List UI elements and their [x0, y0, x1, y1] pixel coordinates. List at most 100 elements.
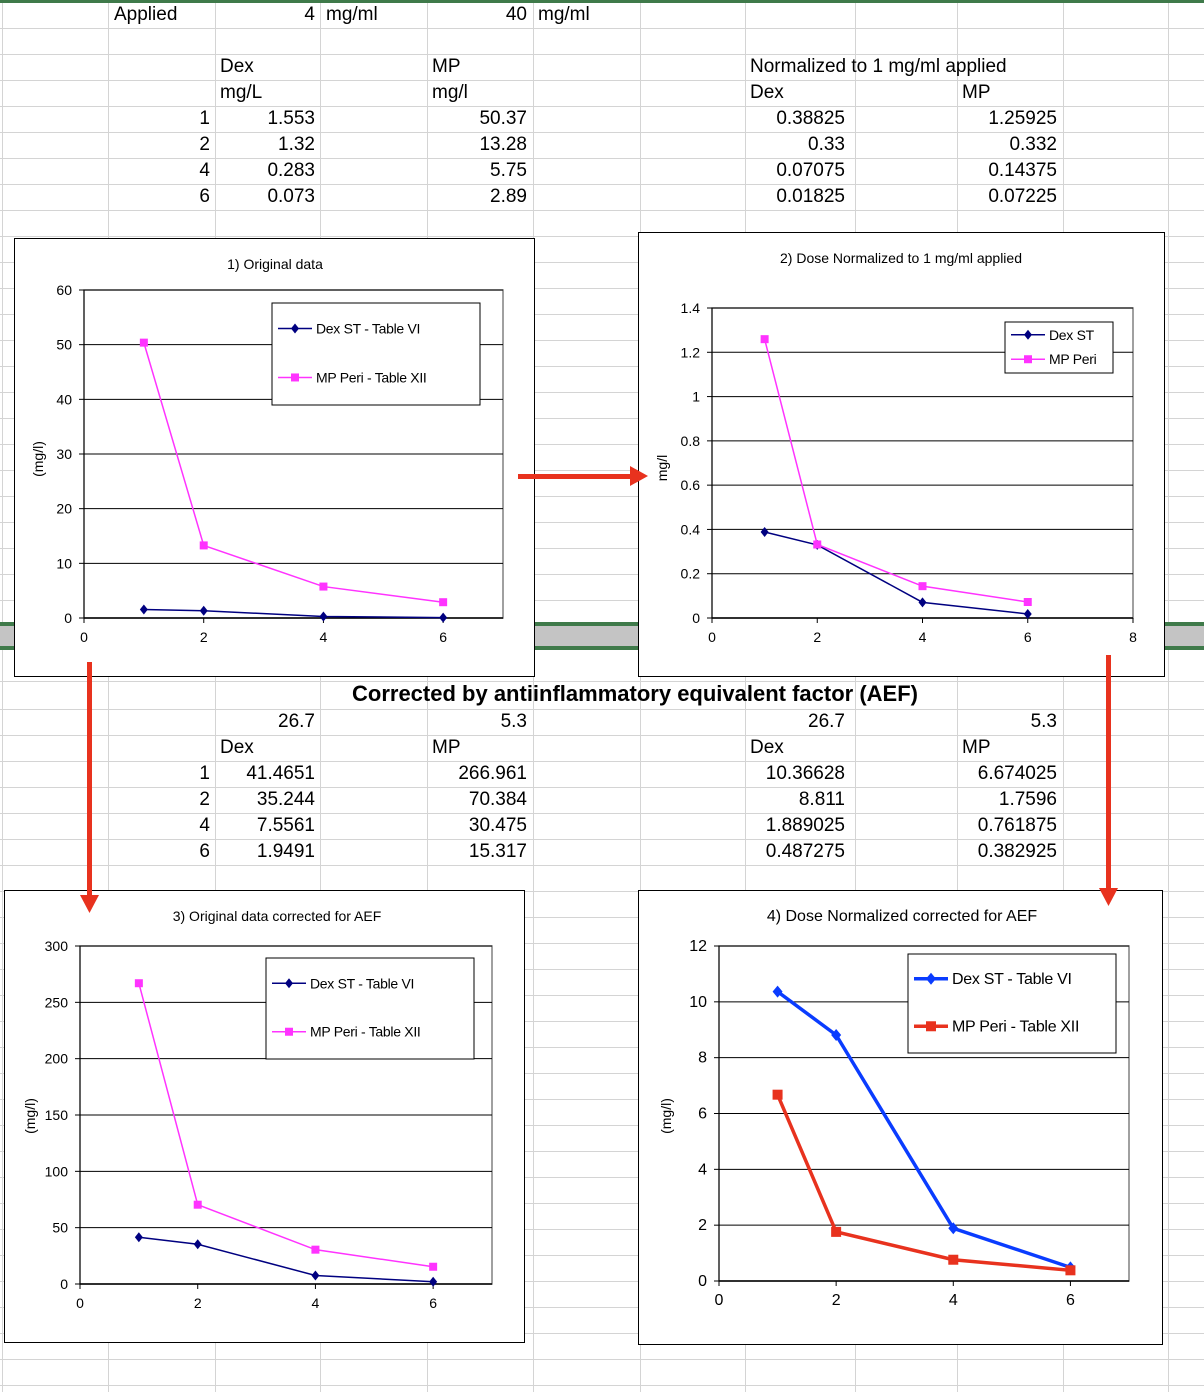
cell-aef-nmp[interactable]: 6.674025 [977, 763, 1057, 784]
cell-aef-nmp[interactable]: 1.7596 [998, 789, 1057, 810]
cell-aef-dex[interactable]: 35.244 [256, 789, 315, 810]
chart-title: 1) Original data [227, 256, 323, 272]
aef-norm-mp-header[interactable]: MP [962, 737, 991, 758]
mp-applied-unit[interactable]: mg/ml [538, 4, 590, 25]
dex-unit[interactable]: mg/L [220, 82, 263, 103]
mp-aef-factor[interactable]: 5.3 [500, 711, 527, 732]
cell-t[interactable]: 2 [199, 134, 210, 155]
applied-label[interactable]: Applied [114, 4, 178, 25]
series-line-1[interactable] [775, 1093, 1071, 1273]
cell-ndex[interactable]: 0.07075 [776, 160, 845, 181]
cell-ndex[interactable]: 0.01825 [776, 186, 845, 207]
cell-aef-mp[interactable]: 266.961 [458, 763, 527, 784]
norm-dex-header[interactable]: Dex [750, 82, 784, 103]
chart-svg: 0 2 4 6 8 10 12 0 2 4 6 4) Dose Normalized correcte… [658, 908, 1130, 1309]
x-tick-label: 2 [813, 629, 821, 645]
legend-marker-icon [291, 323, 299, 334]
cell-aef-ndex[interactable]: 1.889025 [765, 815, 845, 836]
legend[interactable] [271, 302, 481, 406]
legend-label: MP Peri - Table XII [316, 369, 427, 385]
mp-unit[interactable]: mg/l [432, 82, 468, 103]
cell-aef-t[interactable]: 4 [199, 815, 210, 836]
cell-t[interactable]: 4 [199, 160, 210, 181]
cell-nmp[interactable]: 0.07225 [988, 186, 1057, 207]
cell-aef-dex[interactable]: 41.4651 [246, 763, 315, 784]
legend-marker-icon [1024, 355, 1032, 364]
series-line-1[interactable] [763, 338, 1028, 603]
chart-title: 3) Original data corrected for AEF [173, 908, 382, 924]
mp-header[interactable]: MP [432, 56, 461, 77]
cell-t[interactable]: 6 [199, 186, 210, 207]
cell-dex[interactable]: 1.32 [278, 134, 315, 155]
cell-ndex[interactable]: 0.33 [808, 134, 845, 155]
cell-dex[interactable]: 0.283 [267, 160, 315, 181]
dex-applied-value[interactable]: 4 [304, 4, 315, 25]
series-line-0[interactable] [776, 990, 1071, 1270]
legend[interactable] [265, 957, 475, 1060]
arrow-down-left-head-icon [80, 895, 99, 913]
column-gridline [855, 0, 856, 1392]
cell-mp[interactable]: 5.75 [490, 160, 527, 181]
cell-ndex[interactable]: 0.38825 [776, 108, 845, 129]
cell-dex[interactable]: 0.073 [267, 186, 315, 207]
series-line-1[interactable] [138, 983, 434, 1268]
row-gridline [0, 522, 1204, 523]
cell-t[interactable]: 1 [199, 108, 210, 129]
dex-applied-unit[interactable]: mg/ml [326, 4, 378, 25]
norm-mp-header[interactable]: MP [962, 82, 991, 103]
cell-aef-dex[interactable]: 7.5561 [256, 815, 315, 836]
cell-mp[interactable]: 50.37 [479, 108, 527, 129]
cell-nmp[interactable]: 0.14375 [988, 160, 1057, 181]
arrow-down-right-head-icon [1099, 888, 1118, 906]
normalized-header[interactable]: Normalized to 1 mg/ml applied [750, 56, 1007, 77]
cell-dex[interactable]: 1.553 [267, 108, 315, 129]
x-tick-label: 2 [194, 1295, 202, 1311]
column-gridline [957, 0, 958, 1392]
chart-original-aef[interactable]: 0 50 100 150 200 250 300 0 2 4 6 3) Original data c… [4, 890, 525, 1343]
cell-aef-mp[interactable]: 15.317 [468, 841, 527, 862]
y-tick-label: 250 [45, 994, 69, 1010]
aef-section-title[interactable]: Corrected by antiinflammatory equivalent… [352, 681, 918, 706]
cell-aef-t[interactable]: 2 [199, 789, 210, 810]
aef-norm-dex-header[interactable]: Dex [750, 737, 784, 758]
cell-mp[interactable]: 13.28 [479, 134, 527, 155]
series-line-0[interactable] [138, 1236, 434, 1283]
cell-nmp[interactable]: 1.25925 [988, 108, 1057, 129]
data-point [760, 335, 769, 344]
norm-dex-aef-factor[interactable]: 26.7 [808, 711, 845, 732]
legend[interactable] [1004, 321, 1114, 374]
cell-aef-t[interactable]: 6 [199, 841, 210, 862]
series-line-0[interactable] [764, 531, 1028, 615]
cell-aef-ndex[interactable]: 0.487275 [765, 841, 845, 862]
series-line-1[interactable] [143, 342, 444, 603]
cell-aef-ndex[interactable]: 8.811 [798, 789, 845, 810]
series-line-0[interactable] [143, 608, 444, 619]
legend[interactable] [907, 953, 1117, 1054]
dex-header[interactable]: Dex [220, 56, 254, 77]
y-tick-label: 300 [45, 938, 69, 954]
cell-mp[interactable]: 2.89 [490, 186, 527, 207]
chart-dose-normalized[interactable]: 0 0.2 0.4 0.6 0.8 1 1.2 1.4 0 2 4 6 8 2) Dose Normali… [638, 232, 1165, 677]
y-tick-label: 0.8 [681, 433, 701, 449]
row-gridline [0, 28, 1204, 29]
chart-original-data[interactable]: 0 10 20 30 40 50 60 0 2 4 6 1) Original data (mg/l) D… [14, 238, 535, 677]
cell-aef-nmp[interactable]: 0.382925 [977, 841, 1057, 862]
y-tick-label: 12 [689, 938, 707, 955]
cell-aef-mp[interactable]: 70.384 [468, 789, 527, 810]
cell-aef-t[interactable]: 1 [199, 763, 210, 784]
chart-normalized-aef[interactable]: 0 2 4 6 8 10 12 0 2 4 6 4) Dose Normalized correcte… [638, 890, 1163, 1345]
cell-aef-nmp[interactable]: 0.761875 [977, 815, 1057, 836]
cell-nmp[interactable]: 0.332 [1009, 134, 1057, 155]
y-tick-label: 4 [698, 1161, 707, 1178]
cell-aef-ndex[interactable]: 10.36628 [765, 763, 845, 784]
aef-dex-header[interactable]: Dex [220, 737, 254, 758]
mp-applied-value[interactable]: 40 [505, 4, 527, 25]
legend-marker-icon [285, 1027, 293, 1036]
row-gridline [0, 865, 1204, 866]
y-tick-label: 30 [56, 446, 72, 462]
cell-aef-mp[interactable]: 30.475 [468, 815, 527, 836]
norm-mp-aef-factor[interactable]: 5.3 [1030, 711, 1057, 732]
dex-aef-factor[interactable]: 26.7 [278, 711, 315, 732]
aef-mp-header[interactable]: MP [432, 737, 461, 758]
cell-aef-dex[interactable]: 1.9491 [256, 841, 315, 862]
